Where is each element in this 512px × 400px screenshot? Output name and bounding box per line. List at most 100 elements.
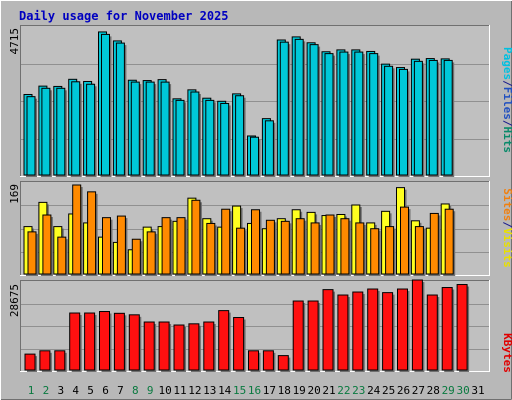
bar-sites (102, 217, 111, 275)
bar-kbytes (248, 350, 259, 371)
x-tick-label: 21 (322, 384, 335, 397)
panel-top-legend-part: Hits (501, 127, 512, 154)
bar-kbytes (143, 321, 155, 371)
x-tick-label: 7 (117, 384, 124, 397)
x-tick-label: 5 (87, 384, 94, 397)
bar-pages (145, 81, 155, 176)
x-tick-label: 22 (337, 384, 350, 397)
bar-kbytes (352, 291, 364, 371)
bar-kbytes (128, 314, 140, 371)
x-tick-label: 18 (278, 384, 291, 397)
bar-kbytes (39, 350, 51, 371)
bar-kbytes (233, 317, 245, 371)
panel-middle-series-legend: Sites/Visits (501, 188, 512, 268)
bar-kbytes (99, 311, 110, 371)
bar-sites (355, 222, 365, 275)
bar-sites (131, 238, 141, 275)
x-tick-label: 26 (397, 384, 410, 397)
bar-pages (71, 81, 81, 176)
bar-sites (444, 208, 454, 275)
bar-sites (325, 214, 335, 275)
bar-pages (413, 60, 423, 176)
bar-pages (130, 81, 140, 176)
bar-pages (160, 81, 170, 176)
bar-sites (340, 218, 350, 275)
bar-kbytes (218, 310, 230, 371)
bar-sites (370, 228, 380, 275)
bar-sites (161, 217, 171, 275)
panel-middle: 169 Sites/Visits (8, 181, 512, 276)
bar-sites (265, 219, 275, 275)
bar-pages (220, 102, 230, 176)
bar-pages (190, 91, 200, 176)
bar-kbytes (307, 300, 319, 371)
bar-sites (72, 184, 82, 275)
panel-bottom-legend-part: KBytes (501, 333, 512, 373)
panel-bottom-series-legend: KBytes (501, 333, 512, 373)
bar-kbytes (113, 312, 125, 371)
x-tick-label: 17 (263, 384, 276, 397)
bar-kbytes (292, 300, 304, 371)
x-tick-label: 6 (102, 384, 109, 397)
bar-pages (264, 120, 274, 176)
bar-sites (57, 236, 67, 275)
panel-top-max-label: 4715 (8, 28, 21, 55)
x-tick-label: 24 (367, 384, 381, 397)
bar-pages (324, 53, 334, 176)
bar-kbytes (54, 350, 66, 371)
x-tick-label: 15 (233, 384, 246, 397)
bar-kbytes (322, 289, 334, 371)
bar-kbytes (337, 294, 349, 371)
bar-sites (236, 227, 246, 275)
panel-top-legend-part: / (501, 120, 512, 127)
x-tick-label: 9 (147, 384, 154, 397)
bar-kbytes (69, 312, 81, 371)
bar-kbytes (203, 321, 215, 371)
x-tick-label: 1 (28, 384, 35, 397)
bar-kbytes (411, 279, 423, 371)
bar-sites (87, 191, 97, 275)
bar-sites (310, 222, 320, 275)
bar-pages (309, 44, 319, 176)
x-tick-label: 11 (173, 384, 186, 397)
bar-pages (369, 53, 379, 176)
x-tick-label: 10 (158, 384, 171, 397)
bar-pages (235, 95, 245, 176)
x-tick-label: 23 (352, 384, 365, 397)
bar-sites (146, 231, 156, 275)
bar-kbytes (84, 312, 96, 371)
bar-pages (443, 59, 453, 176)
x-tick-label: 27 (412, 384, 425, 397)
bar-sites (27, 231, 37, 275)
panel-middle-legend-part: Visits (501, 228, 512, 268)
x-tick-label: 19 (293, 384, 306, 397)
bar-kbytes (158, 321, 170, 371)
bar-sites (400, 206, 409, 275)
bar-sites (191, 199, 201, 275)
panel-middle-legend-part: / (501, 221, 512, 228)
chart-panels: 4715Pages/Files/Hits169Sites/Visits28675… (8, 25, 512, 373)
x-tick-label: 28 (427, 384, 440, 397)
bar-kbytes (173, 324, 185, 371)
panel-middle-max-label: 169 (8, 184, 21, 204)
x-tick-label: 31 (471, 384, 484, 397)
bar-kbytes (456, 284, 468, 371)
bar-sites (251, 209, 260, 275)
bar-pages (175, 99, 185, 176)
bar-pages (279, 41, 289, 176)
bar-pages (205, 99, 215, 176)
panel-top-legend-part: Files (501, 87, 512, 120)
bar-kbytes (188, 323, 200, 371)
bar-pages (384, 65, 394, 176)
bar-sites (295, 218, 305, 275)
x-tick-label: 12 (188, 384, 201, 397)
panel-top-legend-part: Pages (501, 47, 512, 80)
bar-sites (206, 222, 216, 275)
panel-top-series-legend: Pages/Files/Hits (501, 47, 512, 153)
bar-pages (339, 51, 349, 176)
bar-kbytes (277, 355, 289, 371)
bar-kbytes (262, 350, 274, 371)
bar-pages (399, 68, 408, 176)
